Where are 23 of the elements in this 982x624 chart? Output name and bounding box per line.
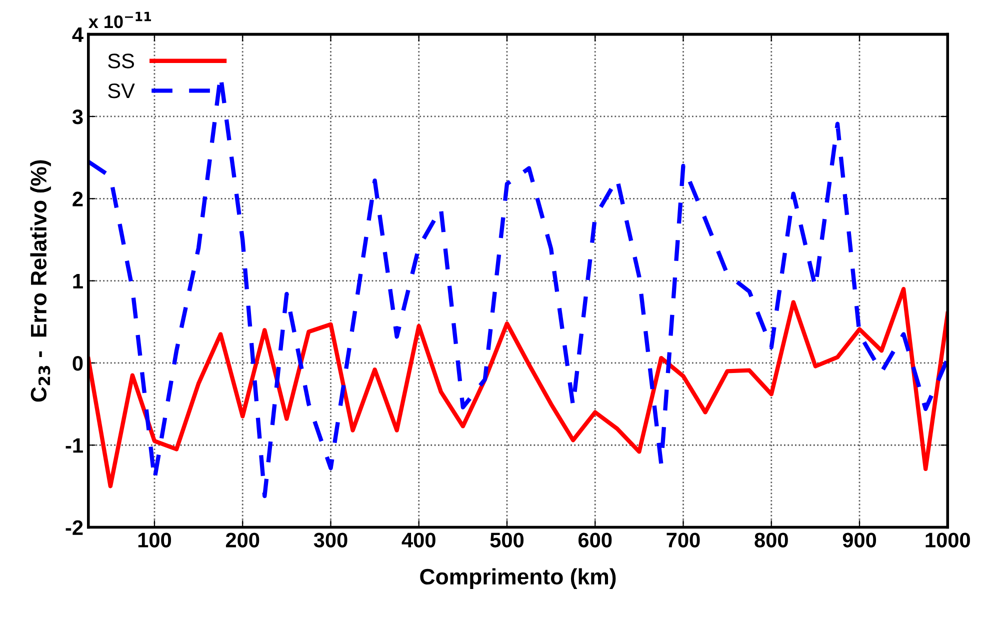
text: x 10$^{−11}$ [88,12,152,28]
x-tick-label: 400 [402,532,436,548]
y-tick-label: 4 [72,28,84,42]
line-series [88,286,948,488]
x-tick-label: 500 [490,532,524,548]
x-tick-label: 600 [578,532,612,548]
x-tick-label: 700 [666,532,700,548]
y-tick-label: 1 [73,274,83,288]
y-tick-label: 2 [72,192,83,206]
y-tick-label: -2 [66,520,83,535]
y-axis-title: C$_{23}$ - Erro Relativo (%) [30,160,51,402]
x-tick-label: 300 [314,532,348,548]
x-axis-title: Comprimento (km) [420,568,616,589]
y-tick-label: 3 [72,109,83,124]
y-tick-label: -1 [66,438,83,453]
x-tick-label: 900 [842,532,876,548]
legend-label: SS [108,54,134,68]
x-tick-label: 1000 [926,532,970,548]
legend-label: SV [108,83,135,98]
x-tick-label: 100 [138,532,172,548]
y-tick-label: 0 [72,356,83,371]
x-tick-label: 800 [754,532,788,548]
x-tick-label: 200 [226,532,260,548]
